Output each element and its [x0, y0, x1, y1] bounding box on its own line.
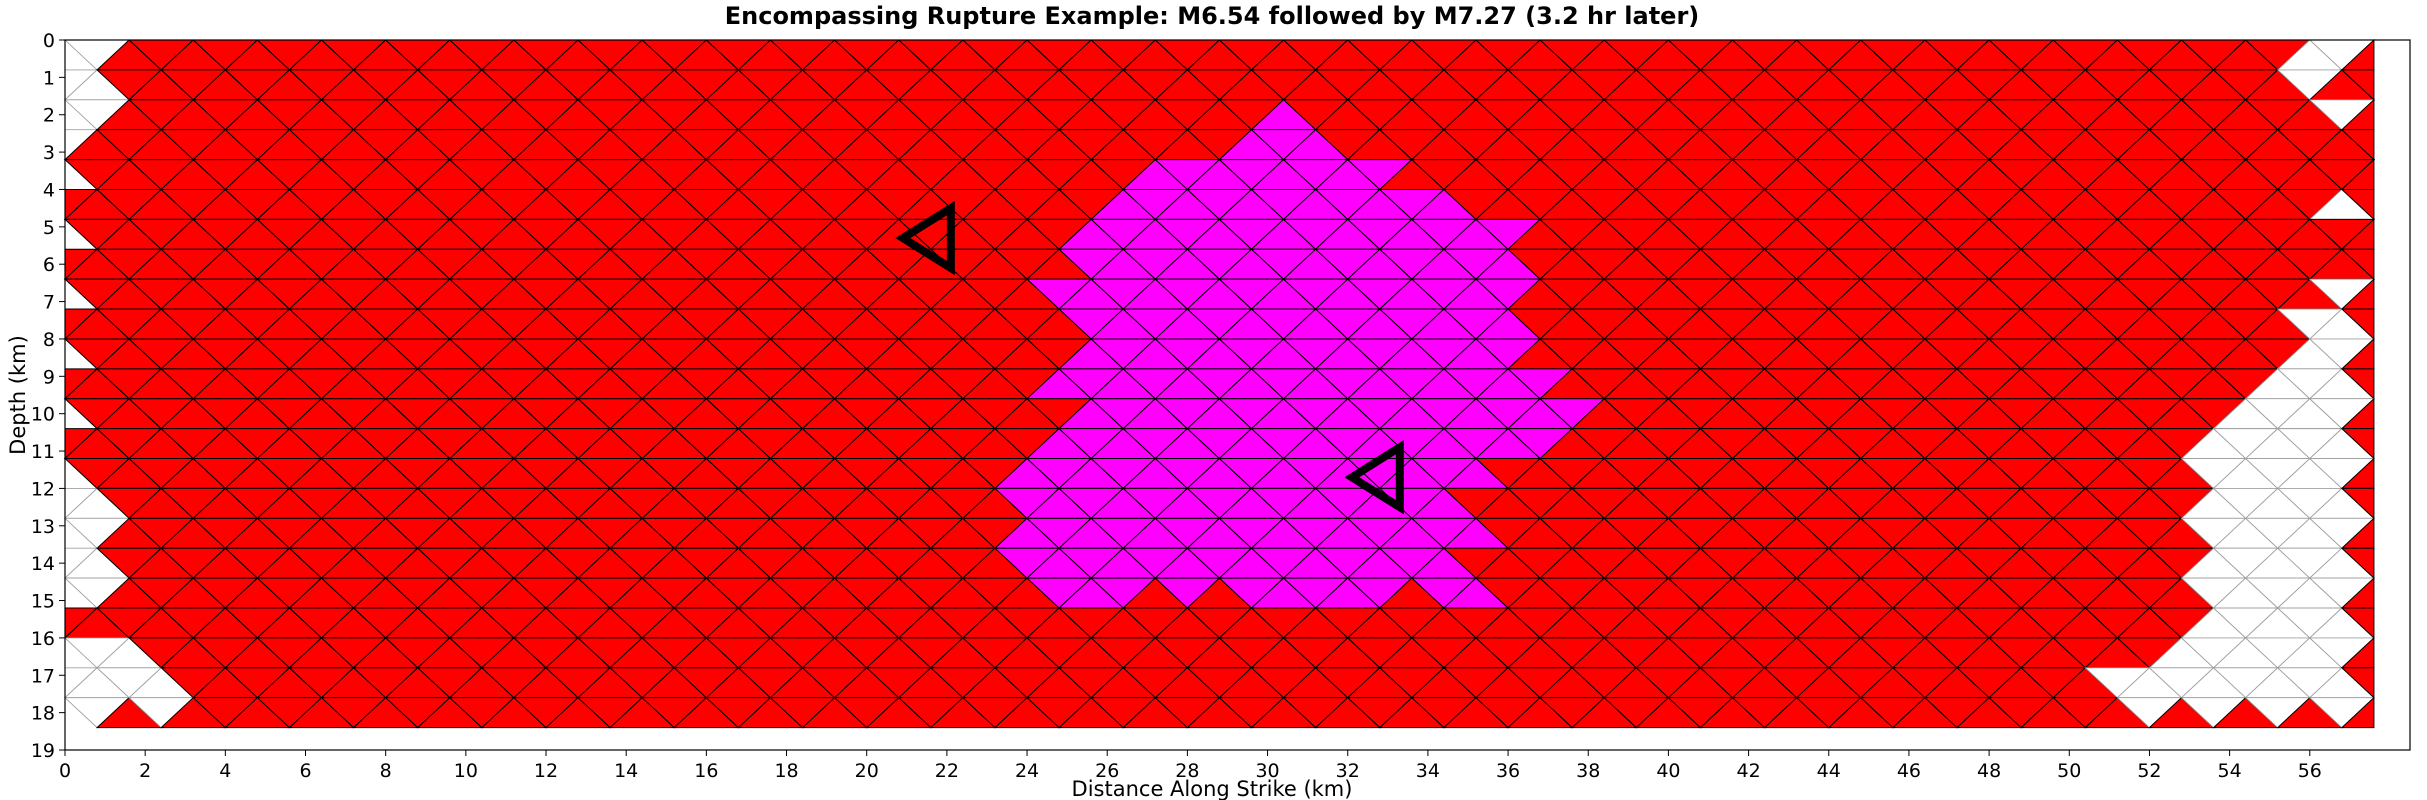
- x-tick-label: 42: [1736, 760, 1760, 782]
- first-rupture-cell: [2340, 696, 2375, 729]
- x-tick-label: 34: [1416, 760, 1440, 782]
- first-rupture-cell: [2340, 428, 2375, 460]
- y-tick-label: 5: [43, 217, 55, 239]
- x-tick-label: 24: [1015, 760, 1039, 782]
- x-axis-label: Distance Along Strike (km): [1072, 777, 1353, 800]
- y-tick-label: 6: [43, 254, 55, 276]
- x-tick-label: 56: [2298, 760, 2322, 782]
- x-tick-label: 32: [1336, 760, 1360, 782]
- y-tick-label: 17: [31, 665, 55, 687]
- first-rupture-cell: [2340, 487, 2375, 520]
- y-tick-label: 12: [31, 478, 55, 500]
- mesh-cells: [63, 38, 2376, 729]
- x-tick-label: 10: [454, 760, 478, 782]
- y-tick-label: 3: [43, 142, 55, 164]
- first-rupture-cell: [2340, 248, 2375, 281]
- hypocenter-marker-2: [1344, 439, 1404, 515]
- y-tick-label: 7: [43, 292, 55, 314]
- first-rupture-cell: [2340, 607, 2375, 640]
- first-rupture-cell: [2340, 129, 2375, 161]
- x-tick-label: 46: [1897, 760, 1921, 782]
- y-tick-label: 16: [31, 628, 55, 650]
- x-tick-label: 14: [614, 760, 638, 782]
- x-tick-label: 30: [1255, 760, 1279, 782]
- x-tick-label: 50: [2057, 760, 2081, 782]
- y-tick-label: 14: [31, 553, 55, 575]
- x-tick-label: 36: [1496, 760, 1520, 782]
- x-axis-ticks: 0 2 4 6 8 10 12 14 16 18 20 22 24 26 28 30 32 34 36 38 40 42 4…: [59, 750, 2322, 782]
- chart-title: Encompassing Rupture Example: M6.54 foll…: [725, 2, 1700, 30]
- x-tick-label: 22: [935, 760, 959, 782]
- x-tick-label: 28: [1175, 760, 1199, 782]
- y-tick-label: 15: [31, 591, 55, 613]
- x-tick-label: 2: [139, 760, 151, 782]
- x-tick-label: 38: [1576, 760, 1600, 782]
- y-tick-label: 2: [43, 105, 55, 127]
- y-tick-label: 19: [31, 740, 55, 762]
- x-tick-label: 18: [774, 760, 798, 782]
- x-tick-label: 16: [694, 760, 718, 782]
- x-tick-label: 44: [1817, 760, 1841, 782]
- y-tick-label: 4: [43, 179, 55, 201]
- y-tick-label: 18: [31, 703, 55, 725]
- y-tick-label: 11: [31, 441, 55, 463]
- x-tick-label: 48: [1977, 760, 2001, 782]
- x-tick-label: 40: [1656, 760, 1680, 782]
- x-tick-label: 4: [219, 760, 231, 782]
- first-rupture-cell: [2340, 308, 2375, 341]
- x-tick-label: 8: [380, 760, 392, 782]
- first-rupture-cell: [2340, 667, 2375, 699]
- y-tick-label: 1: [43, 67, 55, 89]
- y-tick-label: 0: [43, 30, 55, 52]
- hypocenter-markers: [895, 200, 1404, 515]
- first-rupture-cell: [2340, 188, 2375, 221]
- x-tick-label: 52: [2137, 760, 2161, 782]
- x-tick-label: 6: [299, 760, 311, 782]
- x-tick-label: 20: [855, 760, 879, 782]
- y-tick-label: 10: [31, 404, 55, 426]
- y-tick-label: 13: [31, 516, 55, 538]
- y-tick-label: 9: [43, 366, 55, 388]
- first-rupture-cell: [2340, 368, 2375, 400]
- first-rupture-cell: [2340, 547, 2375, 580]
- hypocenter-marker-1: [895, 200, 955, 276]
- y-tick-label: 8: [43, 329, 55, 351]
- y-axis-label: Depth (km): [6, 335, 30, 455]
- x-tick-label: 0: [59, 760, 71, 782]
- x-tick-label: 12: [534, 760, 558, 782]
- first-rupture-cell: [2340, 69, 2375, 101]
- x-tick-label: 54: [2218, 760, 2242, 782]
- x-tick-label: 26: [1095, 760, 1119, 782]
- plot-frame: [64, 39, 2411, 751]
